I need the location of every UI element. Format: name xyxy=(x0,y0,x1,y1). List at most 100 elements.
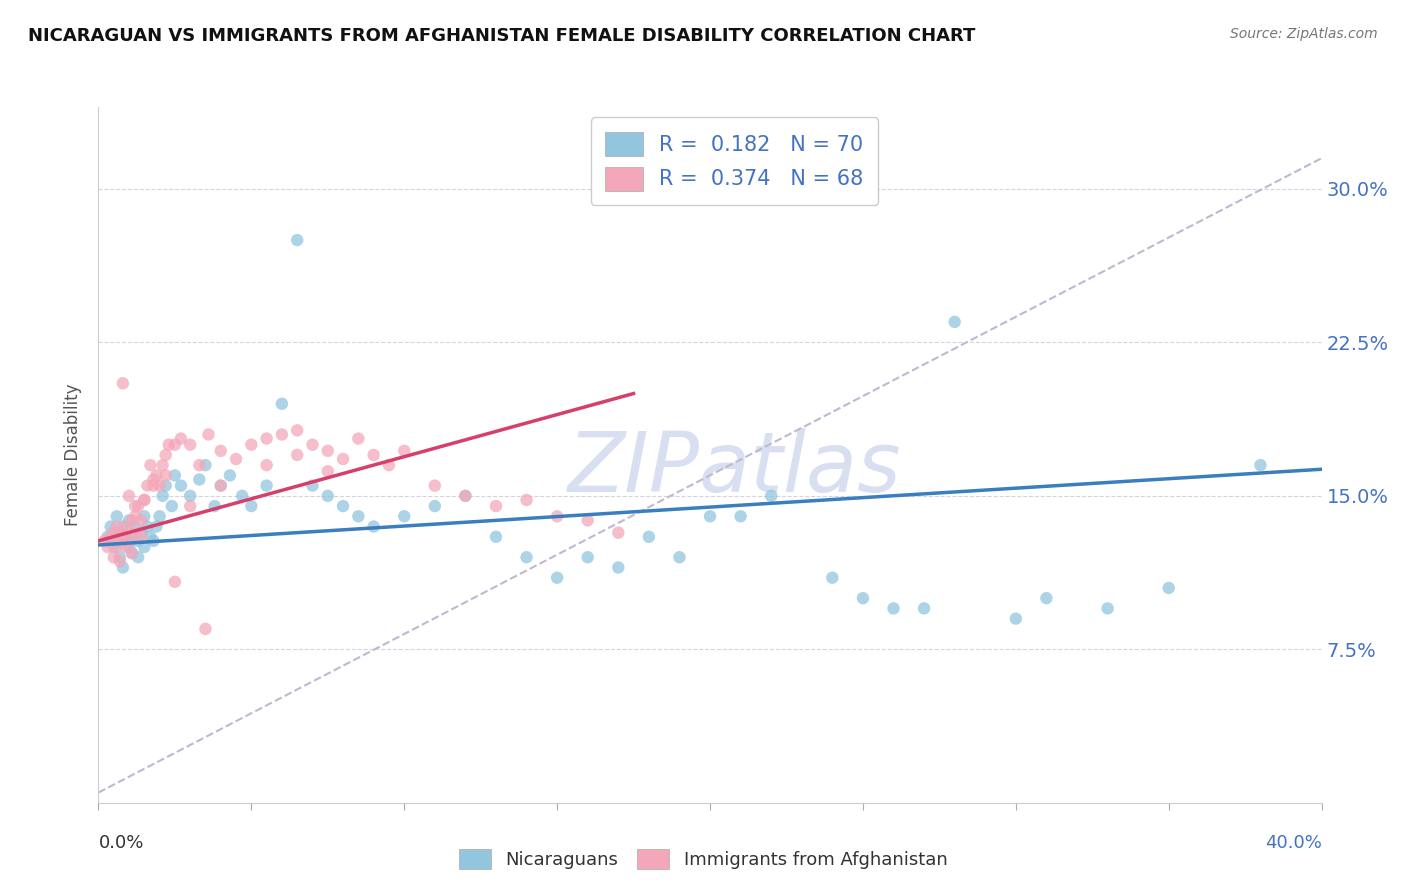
Point xyxy=(378,458,401,472)
Legend: R =  0.182   N = 70, R =  0.374   N = 68: R = 0.182 N = 70, R = 0.374 N = 68 xyxy=(591,118,879,205)
Point xyxy=(316,489,339,503)
Point xyxy=(127,550,149,565)
Point xyxy=(136,478,159,492)
Text: 40.0%: 40.0% xyxy=(1265,834,1322,852)
Point xyxy=(943,315,966,329)
Point xyxy=(179,489,201,503)
Point xyxy=(121,530,143,544)
Point xyxy=(134,492,156,507)
Point xyxy=(485,530,508,544)
Point xyxy=(145,468,167,483)
Text: Source: ZipAtlas.com: Source: ZipAtlas.com xyxy=(1230,27,1378,41)
Point xyxy=(127,533,149,548)
Point xyxy=(219,468,242,483)
Point xyxy=(105,519,128,533)
Point xyxy=(285,423,308,437)
Point xyxy=(124,509,146,524)
Point xyxy=(1035,591,1057,606)
Point xyxy=(179,438,201,452)
Point xyxy=(821,571,844,585)
Point xyxy=(118,533,141,548)
Point xyxy=(256,458,278,472)
Text: 0.0%: 0.0% xyxy=(98,834,143,852)
Point xyxy=(145,519,167,533)
Point xyxy=(129,513,152,527)
Point xyxy=(332,499,354,513)
Point xyxy=(392,509,416,524)
Point xyxy=(142,473,165,487)
Point xyxy=(136,519,159,533)
Point xyxy=(188,473,211,487)
Point xyxy=(108,530,131,544)
Point xyxy=(270,427,292,442)
Y-axis label: Female Disability: Female Disability xyxy=(65,384,83,526)
Point xyxy=(100,530,122,544)
Point xyxy=(115,530,138,544)
Point xyxy=(152,458,174,472)
Legend: Nicaraguans, Immigrants from Afghanistan: Nicaraguans, Immigrants from Afghanistan xyxy=(450,839,956,879)
Point xyxy=(316,464,339,478)
Point xyxy=(121,513,143,527)
Point xyxy=(124,499,146,513)
Point xyxy=(155,448,177,462)
Point xyxy=(103,540,125,554)
Point xyxy=(516,492,538,507)
Point xyxy=(270,397,292,411)
Point xyxy=(852,591,875,606)
Point xyxy=(142,478,165,492)
Point xyxy=(111,519,134,533)
Point xyxy=(883,601,905,615)
Point xyxy=(121,546,143,560)
Point xyxy=(179,499,201,513)
Point xyxy=(668,550,690,565)
Point xyxy=(103,550,125,565)
Point xyxy=(134,540,156,554)
Point xyxy=(163,574,186,589)
Point xyxy=(163,468,186,483)
Point xyxy=(115,533,138,548)
Point xyxy=(637,530,661,544)
Point xyxy=(111,376,134,391)
Point xyxy=(225,452,247,467)
Point xyxy=(730,509,752,524)
Point xyxy=(1157,581,1180,595)
Point xyxy=(121,546,143,560)
Point xyxy=(108,554,131,568)
Point xyxy=(134,509,156,524)
Point xyxy=(105,533,128,548)
Point xyxy=(100,519,122,533)
Point xyxy=(197,427,219,442)
Point xyxy=(256,432,278,446)
Point xyxy=(108,550,131,565)
Text: ZIPatlas: ZIPatlas xyxy=(568,428,901,509)
Point xyxy=(301,478,323,492)
Point xyxy=(139,458,162,472)
Point xyxy=(139,530,162,544)
Point xyxy=(1004,612,1026,626)
Point xyxy=(111,533,134,548)
Point xyxy=(105,540,128,554)
Point xyxy=(485,499,508,513)
Point xyxy=(124,525,146,540)
Point xyxy=(103,525,125,540)
Point xyxy=(347,509,370,524)
Point xyxy=(118,540,141,554)
Point xyxy=(127,499,149,513)
Point xyxy=(160,499,183,513)
Point xyxy=(392,443,416,458)
Point xyxy=(240,438,263,452)
Point xyxy=(209,478,232,492)
Point xyxy=(454,489,477,503)
Point xyxy=(209,478,232,492)
Point xyxy=(454,489,477,503)
Point xyxy=(170,478,193,492)
Point xyxy=(363,519,385,533)
Point xyxy=(204,499,226,513)
Point xyxy=(115,519,138,533)
Point xyxy=(115,540,138,554)
Point xyxy=(152,489,174,503)
Point xyxy=(163,438,186,452)
Point xyxy=(240,499,263,513)
Point xyxy=(332,452,354,467)
Point xyxy=(759,489,782,503)
